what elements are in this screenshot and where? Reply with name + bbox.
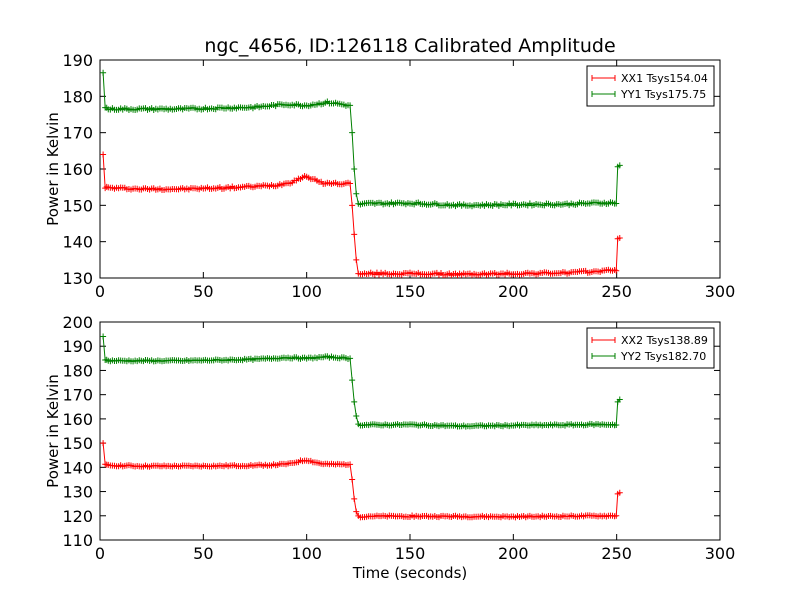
data-point bbox=[347, 355, 354, 362]
x-tick-label: 150 bbox=[395, 544, 426, 563]
y-tick-label: 180 bbox=[62, 87, 93, 106]
y-axis-label: Power in Kelvin bbox=[44, 112, 62, 226]
legend-marker bbox=[591, 91, 616, 97]
data-point bbox=[616, 489, 623, 496]
y-tick-label: 110 bbox=[62, 531, 93, 550]
data-point bbox=[613, 200, 620, 207]
x-tick-label: 300 bbox=[705, 544, 736, 563]
x-tick-label: 50 bbox=[193, 282, 213, 301]
y-tick-label: 150 bbox=[62, 196, 93, 215]
y-tick-label: 140 bbox=[62, 458, 93, 477]
series-2 bbox=[100, 69, 623, 210]
series-1 bbox=[100, 151, 623, 278]
data-point bbox=[347, 461, 354, 468]
legend-box bbox=[586, 327, 715, 369]
data-point bbox=[351, 166, 358, 172]
x-tick-label: 250 bbox=[601, 544, 632, 563]
legend-box bbox=[586, 65, 715, 107]
x-tick-label: 200 bbox=[498, 282, 529, 301]
x-tick-label: 100 bbox=[291, 544, 322, 563]
y-tick-label: 200 bbox=[62, 313, 93, 332]
data-point bbox=[353, 256, 360, 263]
data-point bbox=[616, 162, 623, 169]
x-tick-label: 0 bbox=[95, 282, 105, 301]
data-point bbox=[351, 398, 358, 405]
y-axis-label: Power in Kelvin bbox=[44, 374, 62, 488]
legend-marker bbox=[591, 75, 616, 81]
data-point bbox=[351, 495, 358, 502]
legend-label: YY2 Tsys182.70 bbox=[620, 350, 706, 363]
data-point bbox=[353, 190, 360, 197]
data-point bbox=[100, 440, 107, 447]
series-2 bbox=[100, 333, 623, 430]
chart-title: ngc_4656, ID:126118 Calibrated Amplitude bbox=[204, 35, 615, 57]
data-point bbox=[347, 102, 354, 109]
data-point bbox=[613, 267, 620, 274]
data-point bbox=[353, 413, 360, 420]
legend-marker bbox=[591, 337, 616, 343]
y-tick-label: 170 bbox=[62, 124, 93, 143]
x-tick-label: 0 bbox=[95, 544, 105, 563]
legend-marker bbox=[591, 353, 616, 359]
legend-label: XX1 Tsys154.04 bbox=[621, 72, 708, 85]
data-point bbox=[349, 476, 356, 483]
y-tick-label: 190 bbox=[62, 337, 93, 356]
x-tick-label: 100 bbox=[291, 282, 322, 301]
data-point bbox=[613, 421, 620, 428]
data-point bbox=[349, 202, 356, 209]
data-point bbox=[613, 512, 620, 519]
data-point bbox=[349, 377, 356, 384]
data-point bbox=[349, 129, 356, 136]
y-tick-label: 170 bbox=[62, 386, 93, 405]
y-tick-label: 190 bbox=[62, 51, 93, 70]
data-point bbox=[353, 508, 360, 515]
x-tick-label: 150 bbox=[395, 282, 426, 301]
x-tick-label: 50 bbox=[193, 544, 213, 563]
y-tick-label: 120 bbox=[62, 507, 93, 526]
data-point bbox=[351, 231, 358, 238]
data-point bbox=[616, 396, 623, 403]
y-tick-label: 130 bbox=[62, 269, 93, 288]
x-tick-label: 300 bbox=[705, 282, 736, 301]
y-tick-label: 150 bbox=[62, 434, 93, 453]
x-axis-label: Time (seconds) bbox=[352, 564, 468, 582]
legend: XX1 Tsys154.04 YY1 Tsys175.75 bbox=[586, 65, 715, 107]
y-tick-label: 140 bbox=[62, 233, 93, 252]
y-tick-label: 130 bbox=[62, 483, 93, 502]
series-1 bbox=[100, 440, 623, 521]
x-tick-label: 200 bbox=[498, 544, 529, 563]
data-point bbox=[100, 333, 107, 340]
legend-label: XX2 Tsys138.89 bbox=[621, 334, 708, 347]
data-point bbox=[100, 69, 107, 76]
data-point bbox=[347, 180, 354, 187]
chart-top: 0 50 100 150 200 250 300 130 140 150 160 170 180 190 n… bbox=[44, 35, 735, 301]
y-tick-label: 160 bbox=[62, 160, 93, 179]
data-point bbox=[616, 235, 623, 242]
legend: XX2 Tsys138.89 YY2 Tsys182.70 bbox=[586, 327, 715, 369]
y-tick-label: 160 bbox=[62, 410, 93, 429]
data-point bbox=[100, 151, 107, 158]
legend-label: YY1 Tsys175.75 bbox=[620, 88, 706, 101]
x-tick-label: 250 bbox=[601, 282, 632, 301]
y-tick-label: 180 bbox=[62, 361, 93, 380]
chart-bottom: 0 50 100 150 200 250 300 110 120 130 140 150 160 170 1… bbox=[44, 313, 735, 582]
